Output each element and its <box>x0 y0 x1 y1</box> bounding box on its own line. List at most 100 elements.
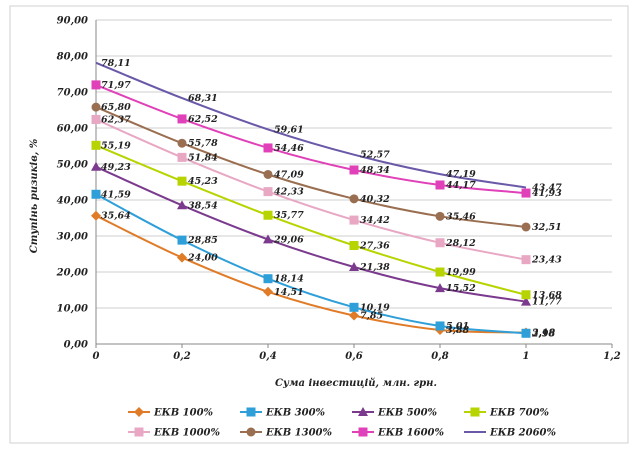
data-label: 43,47 <box>532 183 562 194</box>
data-label: 38,54 <box>188 200 218 211</box>
data-label: 48,34 <box>360 165 390 176</box>
data-point <box>435 180 445 190</box>
y-tick-label: 60,00 <box>57 124 88 135</box>
legend-marker <box>134 427 144 437</box>
data-label: 35,46 <box>446 211 476 222</box>
data-point <box>435 283 445 293</box>
data-label: 14,51 <box>274 287 304 298</box>
data-label: 13,68 <box>532 290 562 301</box>
data-label: 10,19 <box>360 302 390 313</box>
data-point <box>521 255 531 265</box>
series-line <box>95 118 527 261</box>
data-point <box>349 310 359 321</box>
data-label: 35,64 <box>101 211 131 222</box>
data-point <box>91 140 101 150</box>
y-tick-label: 0,00 <box>64 340 88 351</box>
x-axis-title: Сума інвестицій, млн. грн. <box>275 378 437 389</box>
data-label: 44,17 <box>446 180 476 191</box>
series-line <box>95 214 527 334</box>
data-label: 41,93 <box>532 188 562 199</box>
legend-item-label: ЕКВ 700% <box>489 408 550 419</box>
x-tick-label: 0,6 <box>345 351 362 362</box>
data-point <box>263 143 273 153</box>
legend-marker <box>358 407 368 416</box>
legend-marker <box>246 407 256 417</box>
data-label: 28,12 <box>445 238 476 249</box>
legend-item-label: ЕКВ 100% <box>153 408 214 419</box>
data-label: 47,09 <box>274 169 304 180</box>
legend-item-label: ЕКВ 1600% <box>377 428 444 439</box>
data-point <box>435 267 445 277</box>
y-tick-label: 10,00 <box>57 304 88 315</box>
data-label: 3,18 <box>532 328 556 339</box>
legend-marker <box>358 427 368 437</box>
data-point <box>263 274 273 284</box>
series-line <box>95 165 527 303</box>
x-tick-label: 1,2 <box>603 351 620 362</box>
data-label: 55,19 <box>101 140 131 151</box>
data-point <box>435 211 445 221</box>
data-label: 40,32 <box>360 194 390 205</box>
data-point <box>349 165 359 175</box>
legend-item-label: ЕКВ 1300% <box>265 428 332 439</box>
data-label: 21,38 <box>359 262 390 273</box>
y-tick-label: 20,00 <box>56 268 88 279</box>
data-label: 18,14 <box>274 274 304 285</box>
data-label: 15,52 <box>446 283 476 294</box>
data-label: 35,77 <box>274 210 304 221</box>
data-point <box>349 241 359 251</box>
data-label: 51,84 <box>188 152 218 163</box>
x-tick-label: 0,8 <box>431 351 448 362</box>
y-tick-label: 80,00 <box>57 52 88 63</box>
data-label: 41,59 <box>101 189 131 200</box>
data-point <box>435 238 445 248</box>
y-tick-label: 50,00 <box>57 160 88 171</box>
x-tick-label: 0,4 <box>259 351 276 362</box>
x-tick-label: 0 <box>93 351 100 362</box>
data-point <box>177 176 187 186</box>
data-label: 27,36 <box>359 241 390 252</box>
data-label: 68,31 <box>188 93 218 104</box>
series-line <box>95 193 527 335</box>
legend-item-label: ЕКВ 300% <box>265 408 326 419</box>
data-point <box>263 169 273 179</box>
series-line <box>95 83 527 195</box>
data-label: 3,88 <box>446 325 470 336</box>
data-label: 19,99 <box>446 267 476 278</box>
data-label: 29,06 <box>273 234 304 245</box>
data-point <box>91 189 101 199</box>
y-tick-label: 40,00 <box>57 196 88 207</box>
data-label: 55,78 <box>188 138 218 149</box>
legend-item-label: ЕКВ 500% <box>377 408 438 419</box>
data-label: 45,23 <box>188 176 218 187</box>
y-tick-label: 30,00 <box>57 232 88 243</box>
data-label: 11,77 <box>532 297 562 308</box>
data-point <box>91 161 101 171</box>
data-label: 62,52 <box>188 114 218 125</box>
legend-item-label: ЕКВ 2060% <box>489 428 556 439</box>
data-point <box>349 302 359 312</box>
data-label: 62,37 <box>101 114 131 125</box>
data-point <box>177 152 187 162</box>
legend-marker <box>134 407 144 417</box>
legend-marker <box>246 427 256 437</box>
data-point <box>349 194 359 204</box>
legend: ЕКВ 100% ЕКВ 300% ЕКВ 500% ЕКВ 700% ЕКВ 1000… <box>128 407 556 439</box>
data-label: 24,00 <box>187 253 218 264</box>
data-point <box>263 286 273 297</box>
data-point <box>91 114 101 124</box>
data-point <box>349 262 359 272</box>
x-tick-label: 1 <box>523 351 530 362</box>
data-point <box>521 188 531 198</box>
data-point <box>177 138 187 148</box>
series-line <box>95 61 527 189</box>
data-label: 59,61 <box>274 124 304 135</box>
data-label: 34,42 <box>360 215 390 226</box>
data-label: 5,01 <box>446 321 469 332</box>
data-point <box>177 235 187 245</box>
y-tick-label: 70,00 <box>57 88 88 99</box>
data-point <box>91 210 101 221</box>
legend-marker <box>470 407 480 417</box>
